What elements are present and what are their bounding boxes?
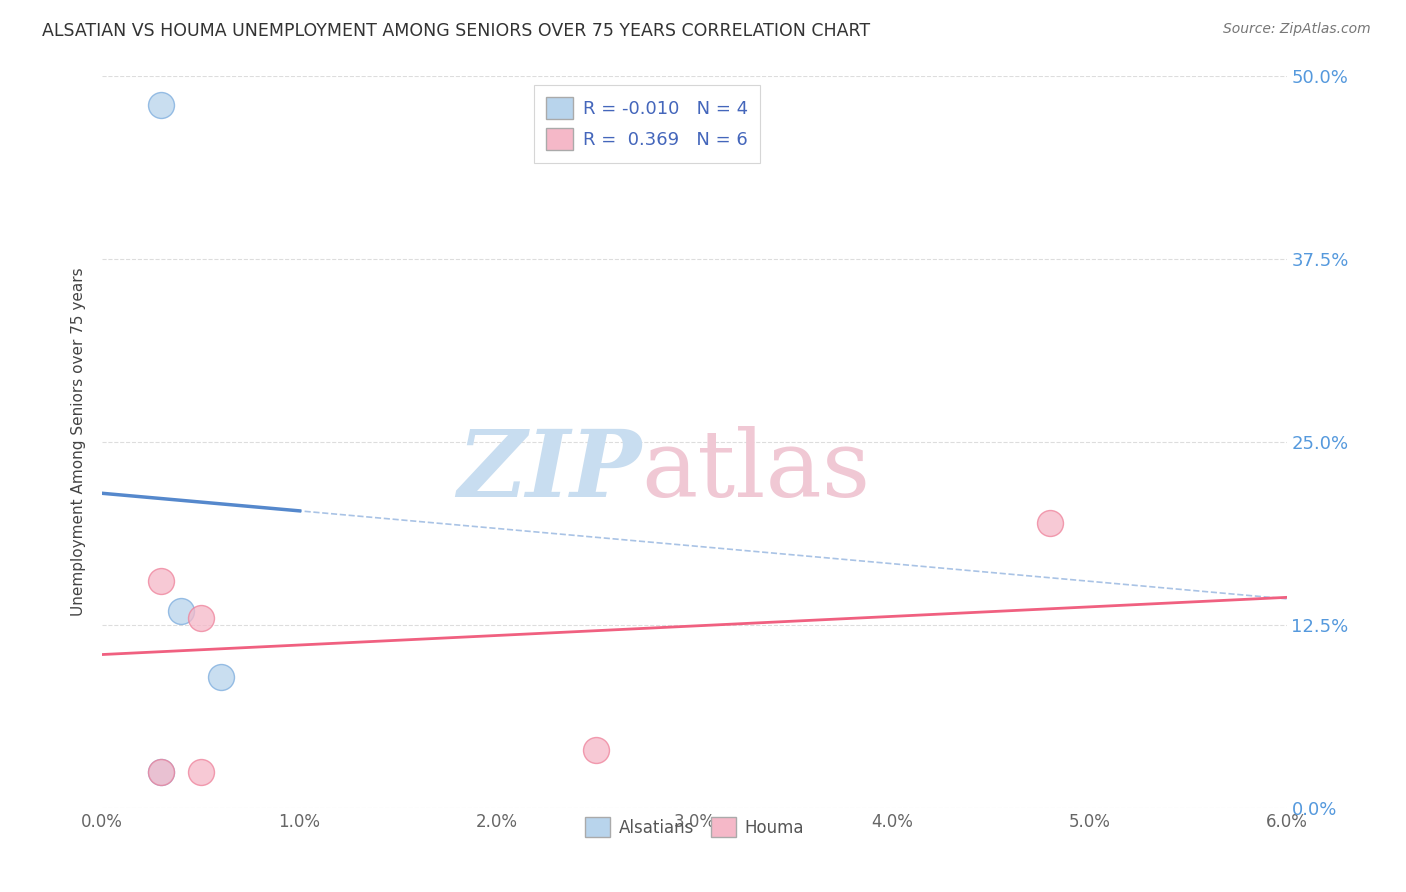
Point	[190, 764, 212, 779]
Y-axis label: Unemployment Among Seniors over 75 years: Unemployment Among Seniors over 75 years	[72, 268, 86, 616]
Text: atlas: atlas	[641, 426, 870, 516]
Point	[150, 574, 173, 589]
Legend: Alsatians, Houma: Alsatians, Houma	[579, 811, 810, 844]
Point	[170, 603, 193, 617]
Text: ALSATIAN VS HOUMA UNEMPLOYMENT AMONG SENIORS OVER 75 YEARS CORRELATION CHART: ALSATIAN VS HOUMA UNEMPLOYMENT AMONG SEN…	[42, 22, 870, 40]
Text: Source: ZipAtlas.com: Source: ZipAtlas.com	[1223, 22, 1371, 37]
Point	[585, 743, 607, 757]
Point	[190, 611, 212, 625]
Point	[150, 764, 173, 779]
Point	[1039, 516, 1062, 530]
Text: ZIP: ZIP	[457, 426, 641, 516]
Point	[150, 764, 173, 779]
Point	[209, 669, 232, 683]
Point	[150, 98, 173, 112]
